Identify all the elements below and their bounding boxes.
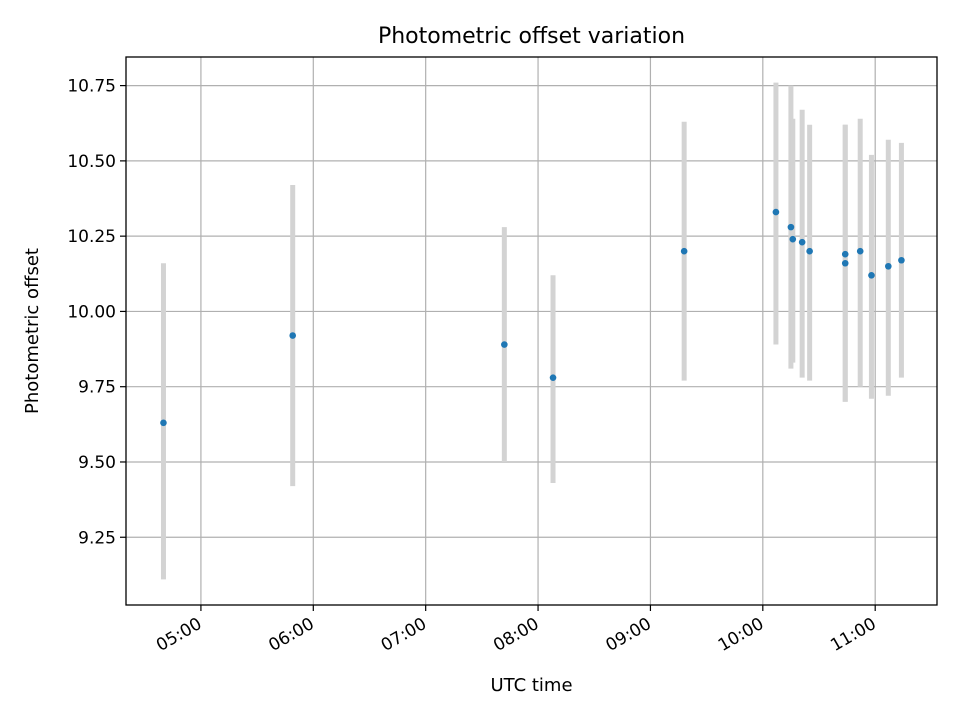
data-point (856, 247, 864, 255)
y-tick-label: 10.25 (67, 227, 116, 247)
data-point (789, 235, 797, 243)
data-points (160, 208, 905, 427)
data-point (841, 250, 849, 258)
data-point (501, 341, 508, 348)
data-point (680, 247, 688, 255)
data-point (885, 262, 892, 270)
y-tick-label: 10.50 (67, 152, 116, 172)
y-tick-label: 10.75 (67, 77, 116, 97)
chart-title: Photometric offset variation (378, 24, 685, 49)
axes-frame (125, 56, 938, 606)
y-axis-label: Photometric offset (22, 248, 43, 414)
data-point (772, 208, 780, 216)
y-tick-label: 10.00 (67, 302, 116, 322)
data-point (841, 259, 849, 267)
data-point (898, 256, 905, 264)
data-point (289, 332, 296, 339)
data-point (806, 247, 813, 255)
y-tick-label: 9.75 (78, 378, 116, 398)
y-tick-label: 9.50 (78, 453, 116, 473)
y-tick-label: 9.25 (78, 528, 116, 548)
x-axis-label: UTC time (490, 675, 572, 696)
data-point (160, 419, 167, 427)
data-point (798, 238, 806, 246)
data-point (787, 223, 795, 231)
data-point (868, 271, 875, 279)
data-point (549, 374, 557, 381)
